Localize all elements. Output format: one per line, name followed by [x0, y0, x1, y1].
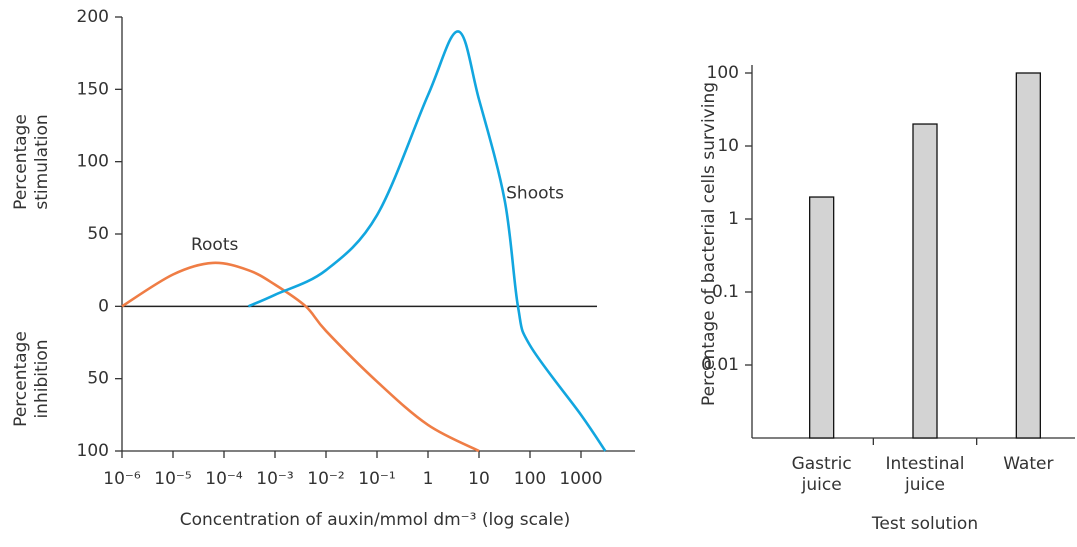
- bar: [809, 196, 835, 439]
- x-tick-label: 10⁻⁶: [103, 469, 141, 489]
- bar: [1015, 72, 1041, 439]
- y-tick-label: 150: [77, 79, 109, 99]
- series-line: [247, 30, 607, 452]
- x-axis-label: Concentration of auxin/mmol dm⁻³ (log sc…: [179, 510, 571, 530]
- y-tick-label: 100: [77, 152, 109, 172]
- y-tick-label: 0: [98, 296, 109, 316]
- series-label: Roots: [191, 235, 239, 255]
- y-tick-label: 100: [707, 63, 739, 83]
- y-axis-label: Percentage stimulation: [11, 114, 52, 210]
- x-tick-label: 10⁻²: [307, 469, 344, 489]
- y-axis-label: Percentage inhibition: [11, 331, 52, 427]
- bar: [912, 123, 938, 439]
- y-tick-label: 1: [728, 209, 739, 229]
- y-tick-label: 50: [87, 224, 109, 244]
- y-tick-label: 100: [77, 441, 109, 461]
- x-tick-label: Intestinal juice: [885, 454, 965, 495]
- x-tick-label: 1000: [559, 469, 602, 489]
- x-tick-label: 10⁻¹: [358, 469, 395, 489]
- x-tick-label: Water: [1003, 454, 1054, 474]
- x-tick-label: 10: [468, 469, 490, 489]
- x-axis-label: Test solution: [871, 514, 979, 534]
- x-tick-label: 10⁻⁴: [205, 469, 243, 489]
- y-tick-label: 50: [87, 369, 109, 389]
- series-label: Shoots: [506, 183, 564, 203]
- x-tick-label: Gastric juice: [791, 454, 852, 495]
- series-line: [121, 261, 480, 453]
- y-tick-label: 0.1: [712, 282, 739, 302]
- x-tick-label: 1: [423, 469, 434, 489]
- x-tick-label: 100: [514, 469, 546, 489]
- y-axis-label: Percentage of bacterial cells surviving: [699, 81, 719, 407]
- y-tick-label: 0.01: [701, 355, 739, 375]
- x-tick-label: 10⁻⁵: [154, 469, 191, 489]
- x-tick-label: 10⁻³: [256, 469, 293, 489]
- y-tick-label: 10: [717, 136, 739, 156]
- y-tick-label: 200: [77, 7, 109, 27]
